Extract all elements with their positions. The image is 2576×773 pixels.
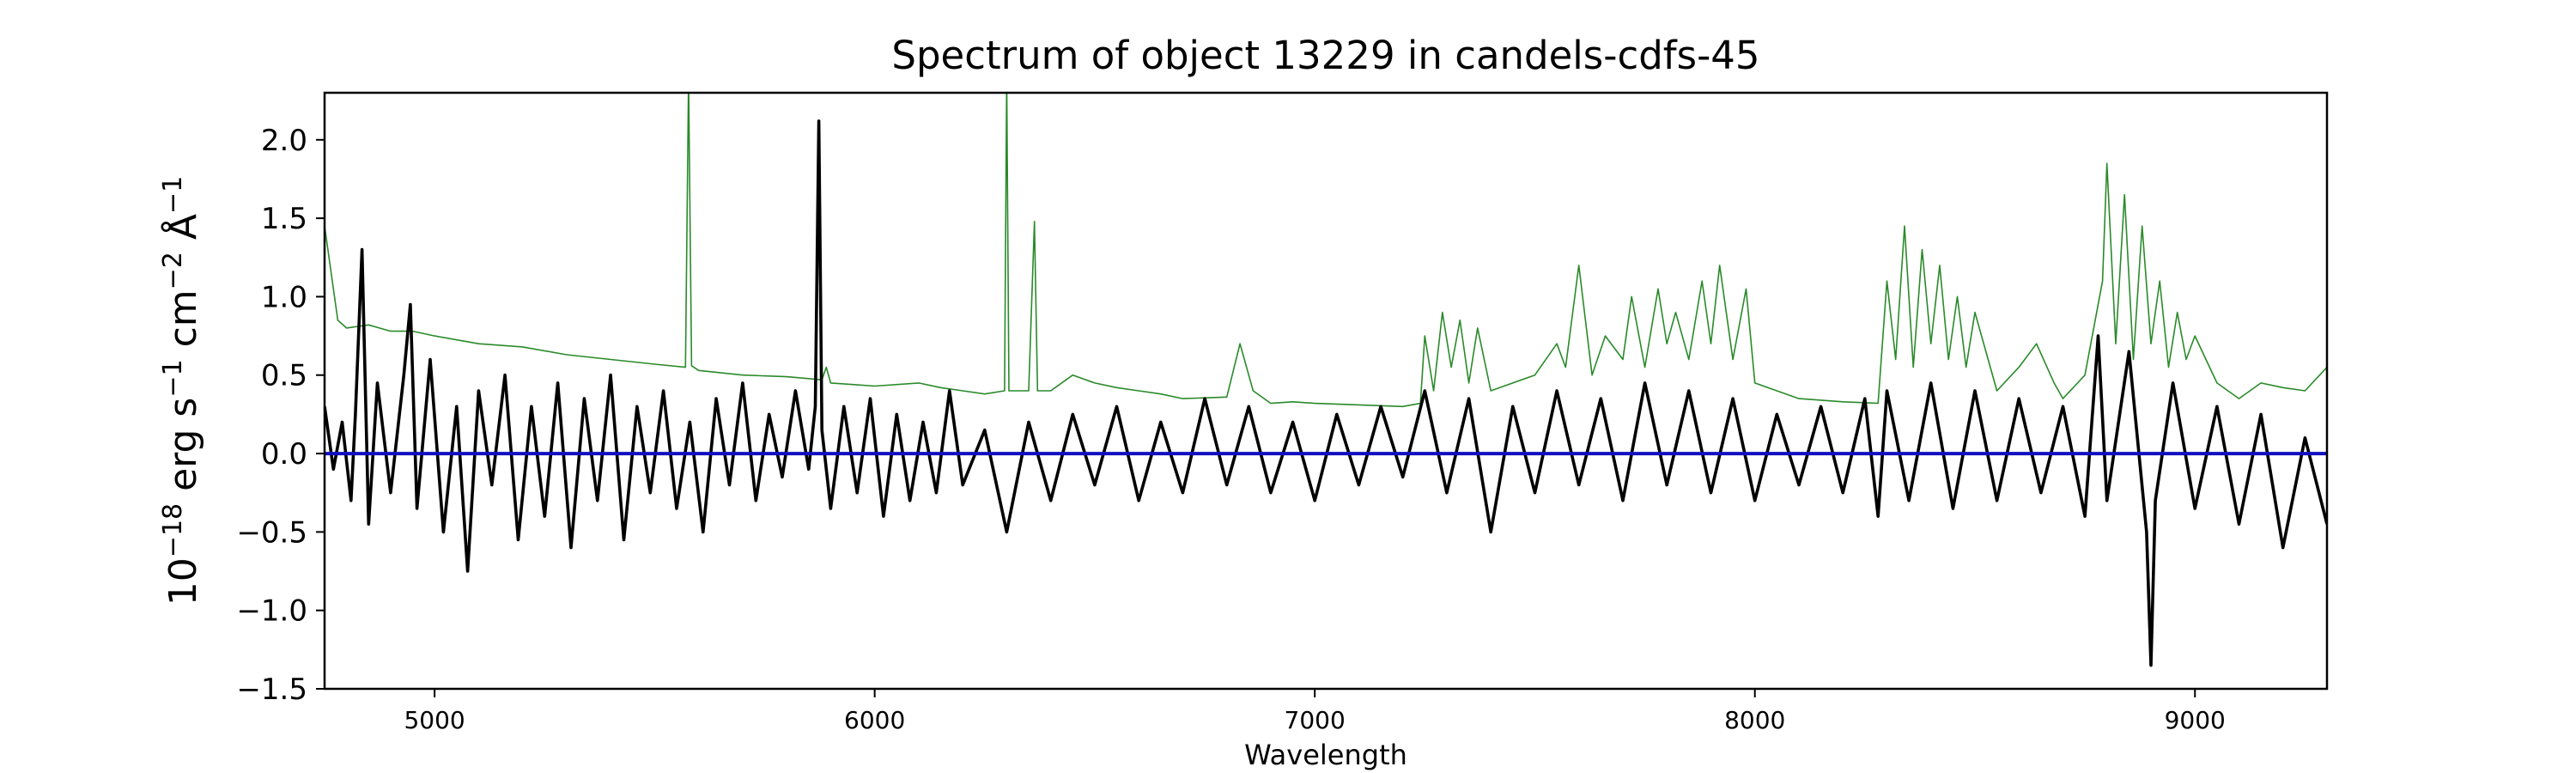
- x-tick-label: 7000: [1285, 706, 1346, 734]
- x-tick-label: 5000: [404, 706, 465, 734]
- plot-area: [323, 91, 2329, 691]
- y-tick-label: 2.0: [261, 124, 307, 158]
- y-tick-label: −0.5: [236, 515, 307, 550]
- y-tick-label: 0.5: [261, 359, 307, 393]
- y-axis: −1.5 −1.0 −0.5 0.0 0.5 1.0 1.5 2.0: [236, 124, 325, 707]
- y-tick-label: 0.0: [261, 437, 307, 472]
- series-line-sky: [325, 93, 2327, 408]
- y-tick-label: 1.0: [261, 280, 307, 314]
- chart-title: Spectrum of object 13229 in candels-cdfs…: [891, 33, 1759, 78]
- x-axis: 5000 6000 7000 8000 9000: [404, 689, 2226, 734]
- y-tick-label: −1.0: [236, 594, 307, 629]
- series-line-flux: [325, 119, 2327, 667]
- y-tick-label: −1.5: [236, 673, 307, 707]
- x-axis-label: Wavelength: [1244, 739, 1407, 771]
- x-tick-label: 8000: [1724, 706, 1785, 734]
- series-layer: [325, 93, 2327, 667]
- plot-frame: [323, 91, 2329, 691]
- x-tick-label: 6000: [844, 706, 905, 734]
- y-tick-label: 1.5: [261, 202, 307, 236]
- x-tick-label: 9000: [2165, 706, 2226, 734]
- y-axis-label: 10−18 erg s−1 cm−2 Å−1: [158, 176, 206, 606]
